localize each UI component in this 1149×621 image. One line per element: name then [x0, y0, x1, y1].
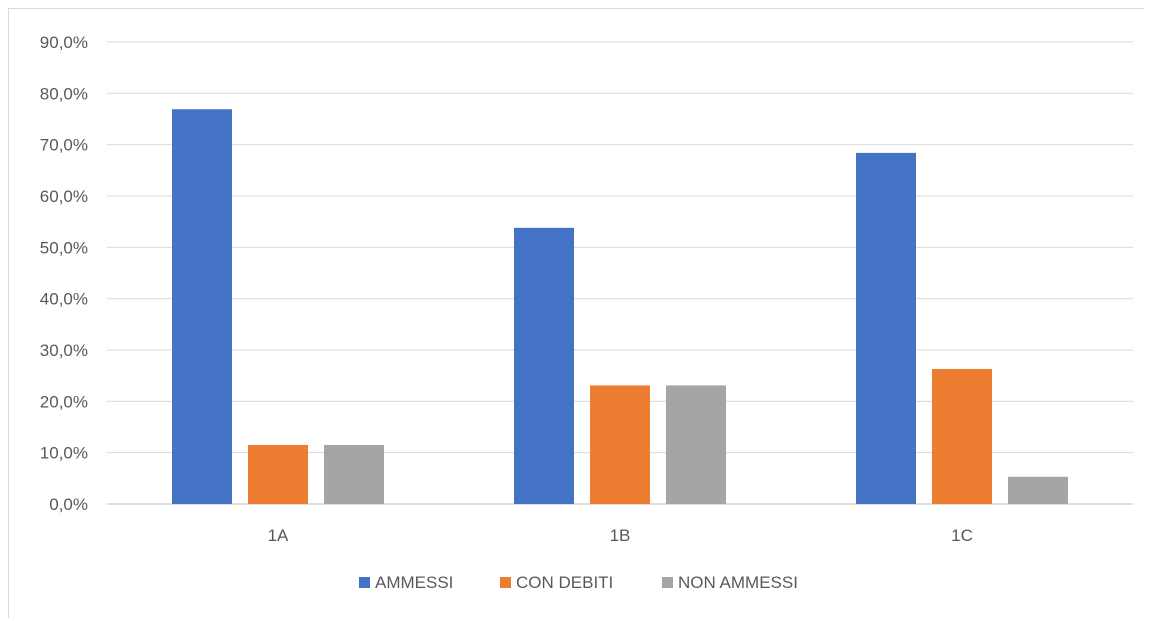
- bar-non-ammessi-1c: [1008, 476, 1068, 504]
- bar-non-ammessi-1a: [324, 444, 384, 504]
- bar-con-debiti-1c: [932, 368, 992, 504]
- bar-con-debiti-1a: [248, 444, 308, 504]
- bar-ammessi-1a: [172, 109, 232, 504]
- y-tick-label: 0,0%: [49, 495, 88, 514]
- y-tick-label: 60,0%: [40, 187, 88, 206]
- y-tick-label: 80,0%: [40, 84, 88, 103]
- y-axis-tick-labels: 0,0% 10,0% 20,0% 30,0% 40,0% 50,0% 60,0% 70,0% 8…: [40, 33, 88, 514]
- legend-label: CON DEBITI: [516, 573, 613, 592]
- bar-ammessi-1c: [856, 152, 916, 504]
- legend-swatch: [359, 577, 370, 588]
- y-tick-label: 30,0%: [40, 341, 88, 360]
- legend-swatch: [662, 577, 673, 588]
- legend: AMMESSI CON DEBITI NON AMMESSI: [359, 573, 798, 592]
- bars: [172, 109, 1068, 504]
- legend-label: NON AMMESSI: [678, 573, 798, 592]
- bar-con-debiti-1b: [590, 385, 650, 504]
- chart-frame: [8, 8, 1144, 618]
- x-tick-label: 1C: [951, 526, 973, 545]
- legend-label: AMMESSI: [375, 573, 453, 592]
- x-axis-tick-labels: 1A 1B 1C: [268, 526, 973, 545]
- x-tick-label: 1A: [268, 526, 289, 545]
- legend-swatch: [500, 577, 511, 588]
- x-tick-label: 1B: [610, 526, 631, 545]
- y-tick-label: 90,0%: [40, 33, 88, 52]
- bar-non-ammessi-1b: [666, 385, 726, 504]
- y-tick-label: 10,0%: [40, 444, 88, 463]
- y-tick-label: 40,0%: [40, 290, 88, 309]
- y-tick-label: 70,0%: [40, 136, 88, 155]
- y-tick-label: 20,0%: [40, 392, 88, 411]
- bar-ammessi-1b: [514, 227, 574, 504]
- y-tick-label: 50,0%: [40, 238, 88, 257]
